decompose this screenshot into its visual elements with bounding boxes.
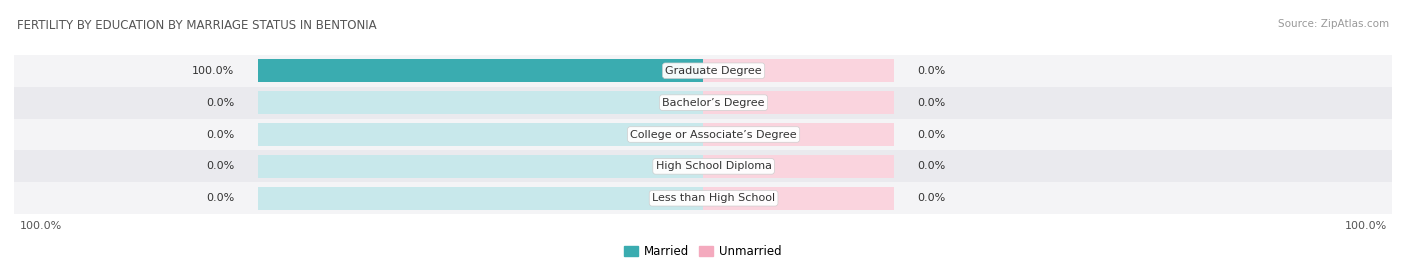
Text: College or Associate’s Degree: College or Associate’s Degree (630, 129, 797, 140)
Bar (257, 155, 703, 178)
Text: 0.0%: 0.0% (207, 193, 235, 203)
Text: 0.0%: 0.0% (917, 66, 945, 76)
Bar (14, 182, 1392, 214)
Bar (14, 87, 1392, 119)
Text: 0.0%: 0.0% (207, 129, 235, 140)
Bar (257, 59, 703, 82)
Bar (703, 155, 894, 178)
Bar (703, 187, 894, 210)
Bar (703, 91, 894, 114)
Text: 0.0%: 0.0% (917, 129, 945, 140)
Bar (257, 59, 703, 82)
Text: 0.0%: 0.0% (917, 193, 945, 203)
Text: Less than High School: Less than High School (652, 193, 775, 203)
Text: Bachelor’s Degree: Bachelor’s Degree (662, 98, 765, 108)
Bar (703, 59, 894, 82)
Bar (257, 123, 703, 146)
Bar (257, 91, 703, 114)
Bar (14, 119, 1392, 150)
Text: 100.0%: 100.0% (193, 66, 235, 76)
Text: 0.0%: 0.0% (917, 161, 945, 171)
Text: Source: ZipAtlas.com: Source: ZipAtlas.com (1278, 19, 1389, 29)
Bar (14, 55, 1392, 87)
Text: 100.0%: 100.0% (1344, 221, 1386, 231)
Text: 0.0%: 0.0% (207, 161, 235, 171)
Bar (257, 187, 703, 210)
Legend: Married, Unmarried: Married, Unmarried (620, 240, 786, 263)
Text: 0.0%: 0.0% (207, 98, 235, 108)
Text: 0.0%: 0.0% (917, 98, 945, 108)
Text: 100.0%: 100.0% (20, 221, 62, 231)
Text: High School Diploma: High School Diploma (655, 161, 772, 171)
Bar (14, 150, 1392, 182)
Text: Graduate Degree: Graduate Degree (665, 66, 762, 76)
Bar (703, 123, 894, 146)
Text: FERTILITY BY EDUCATION BY MARRIAGE STATUS IN BENTONIA: FERTILITY BY EDUCATION BY MARRIAGE STATU… (17, 19, 377, 32)
